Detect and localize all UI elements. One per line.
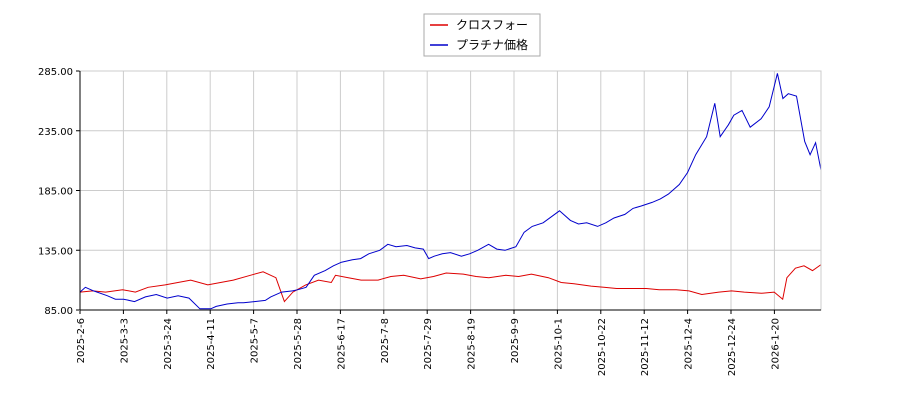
x-tick-label: 2025-2-6 (76, 318, 87, 363)
x-tick-label: 2025-3-24 (163, 318, 174, 370)
x-tick-label: 2025-5-28 (293, 318, 304, 370)
legend-label-series-1: クロスフォー (456, 18, 528, 32)
legend: クロスフォー プラチナ価格 (423, 13, 541, 57)
x-tick-label: 2025-7-29 (423, 318, 434, 370)
x-tick-label: 2025-10-1 (553, 318, 564, 370)
y-tick-label: 135.00 (38, 246, 73, 257)
x-tick-label: 2025-8-19 (467, 318, 478, 370)
x-tick-label: 2025-11-12 (640, 318, 651, 376)
axes (76, 70, 822, 314)
legend-label-series-2: プラチナ価格 (456, 37, 528, 52)
legend-box (423, 13, 541, 57)
x-tick-label: 2025-4-11 (206, 318, 217, 370)
y-tick-labels: 85.00 135.00 185.00 235.00 285.00 (38, 67, 73, 317)
x-tick-label: 2025-10-22 (597, 318, 608, 376)
grid (79, 70, 821, 311)
series-line-2 (79, 73, 822, 310)
series-line-1 (79, 264, 822, 303)
x-tick-label: 2025-6-17 (336, 318, 347, 370)
x-tick-label: 2025-3-3 (119, 318, 130, 363)
x-tick-label: 2025-5-7 (250, 318, 261, 363)
x-tick-label: 2025-9-9 (510, 318, 521, 363)
series-lines (79, 73, 822, 310)
y-tick-label: 285.00 (38, 67, 73, 78)
x-tick-label: 2025-7-8 (380, 318, 391, 363)
x-tick-labels: 2025-2-6 2025-3-3 2025-3-24 2025-4-11 2025-5… (76, 318, 781, 376)
y-tick-label: 235.00 (38, 127, 73, 138)
y-tick-label: 185.00 (38, 187, 73, 198)
y-tick-label: 85.00 (44, 306, 73, 317)
x-tick-label: 2026-1-20 (770, 318, 781, 370)
x-tick-label: 2025-12-4 (684, 318, 695, 370)
x-tick-label: 2025-12-24 (727, 318, 738, 376)
